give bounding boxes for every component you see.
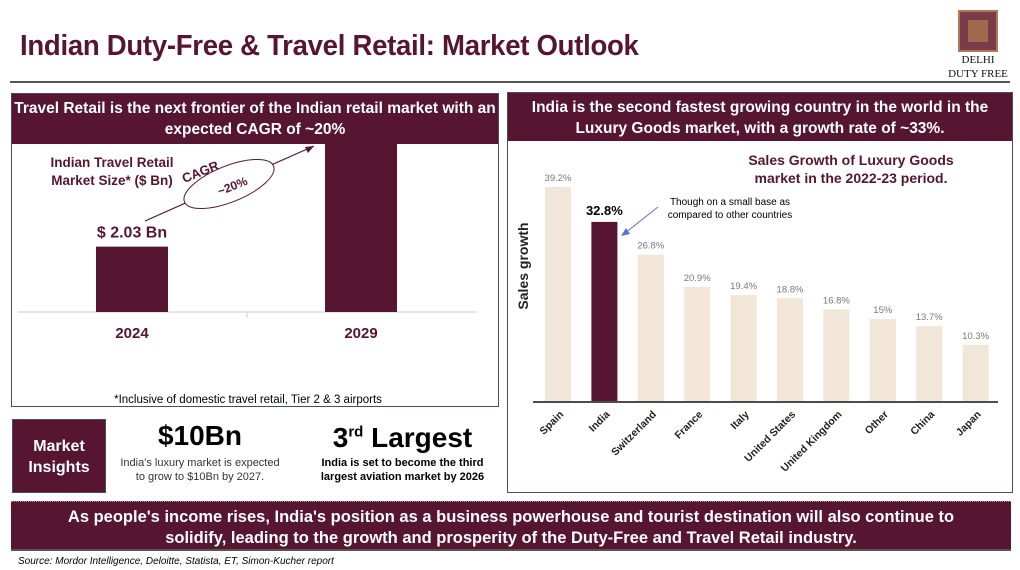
- data-label: 19.4%: [730, 281, 757, 292]
- chart-title-line-2: Market Size* ($ Bn): [51, 173, 173, 188]
- x-tick-label: Italy: [728, 409, 751, 432]
- y-axis-label: Sales growth: [515, 222, 531, 309]
- stat-word: Largest: [371, 422, 473, 453]
- bar-other: [869, 319, 896, 401]
- stat-desc-2: largest aviation market by 2026: [320, 471, 485, 483]
- conclusion-banner: As people's income rises, India's positi…: [11, 501, 1011, 551]
- logo-text-1: DELHI: [961, 54, 995, 66]
- data-label-2024: $ 2.03 Bn: [97, 225, 167, 242]
- stat-rank: 3: [332, 422, 349, 453]
- bar-japan: [962, 344, 989, 401]
- bar-france: [684, 286, 711, 401]
- data-label: 13.7%: [916, 312, 943, 323]
- x-tick-label: France: [672, 409, 705, 442]
- market-insights-label: Market Insights: [12, 419, 106, 493]
- stat-value: $10Bn: [157, 420, 243, 451]
- x-tick-label: Switzerland: [609, 409, 659, 459]
- bar-india: [591, 221, 618, 401]
- delhi-duty-free-logo: DELHI DUTY FREE: [938, 10, 1018, 80]
- data-label: 39.2%: [545, 173, 572, 184]
- market-insights-label-1: Market: [33, 438, 85, 455]
- x-tick-label: India: [587, 409, 613, 435]
- market-size-chart: Indian Travel Retail Market Size* ($ Bn)…: [18, 116, 477, 406]
- bar-italy: [730, 295, 757, 401]
- bar-2029: [325, 138, 397, 312]
- annotation-arrow-head: [621, 228, 630, 236]
- travel-retail-panel: Travel Retail is the next frontier of th…: [11, 93, 499, 407]
- luxury-growth-panel: India is the second fastest growing coun…: [507, 92, 1013, 493]
- data-label: 15%: [873, 305, 893, 316]
- footnote: *Inclusive of domestic travel retail, Ti…: [114, 394, 382, 406]
- x-tick-2024: 2024: [115, 325, 149, 342]
- stat-desc-2: to grow to $10Bn by 2027.: [135, 471, 265, 483]
- x-tick-label: Other: [863, 409, 891, 437]
- cagr-ellipse: [183, 158, 275, 210]
- shopping-bag-icon: [958, 10, 998, 52]
- chart-title-line-1: Sales Growth of Luxury Goods: [748, 152, 954, 168]
- stat-desc-1: India's luxury market is expected: [120, 457, 280, 469]
- bar-united-states: [777, 298, 803, 401]
- x-tick-2029: 2029: [344, 325, 377, 342]
- logo-text-2: DUTY FREE: [948, 68, 1008, 80]
- annotation-line-1: Though on a small base as: [670, 197, 790, 208]
- luxury-growth-chart: Sales Growth of Luxury Goods market in t…: [515, 152, 998, 474]
- data-label: 18.8%: [777, 284, 804, 295]
- chart-title-line-2: market in the 2022-23 period.: [755, 170, 948, 186]
- x-tick-label: Japan: [954, 409, 984, 439]
- cagr-arrow-head: [305, 146, 314, 153]
- data-label: 26.8%: [637, 241, 664, 252]
- title-divider: [10, 81, 1010, 83]
- banner-line-2: solidify, leading to the growth and pros…: [165, 529, 857, 547]
- x-tick-label: China: [908, 409, 937, 438]
- bar-spain: [545, 186, 571, 401]
- source-note: Source: Mordor Intelligence, Deloitte, S…: [18, 556, 334, 567]
- luxury-growth-heading: India is the second fastest growing coun…: [508, 93, 1012, 141]
- data-label: 20.9%: [684, 273, 711, 284]
- chart-title-line-1: Indian Travel Retail: [50, 155, 173, 170]
- annotation-arrow: [624, 206, 659, 234]
- page-title: Indian Duty-Free & Travel Retail: Market…: [20, 30, 639, 62]
- bar-china: [916, 326, 943, 401]
- annotation-line-2: compared to other countries: [668, 210, 793, 221]
- bar-united-kingdom: [823, 309, 850, 401]
- bar-2024: [96, 246, 168, 312]
- luxury-market-stat: $10Bn India's luxury market is expected …: [110, 420, 290, 484]
- banner-line-1: As people's income rises, India's positi…: [67, 508, 955, 526]
- aviation-market-stat: 3rd Largest India is set to become the t…: [310, 422, 495, 484]
- stat-rank-suffix: rd: [348, 423, 364, 441]
- bar-switzerland: [637, 254, 664, 401]
- market-insights-label-2: Insights: [28, 459, 90, 476]
- data-label: 16.8%: [823, 295, 850, 306]
- data-label: 32.8%: [586, 203, 623, 218]
- data-label: 10.3%: [962, 331, 989, 342]
- x-tick-label: Spain: [537, 409, 566, 438]
- stat-desc-1: India is set to become the third: [321, 457, 484, 469]
- travel-retail-heading: Travel Retail is the next frontier of th…: [12, 94, 498, 144]
